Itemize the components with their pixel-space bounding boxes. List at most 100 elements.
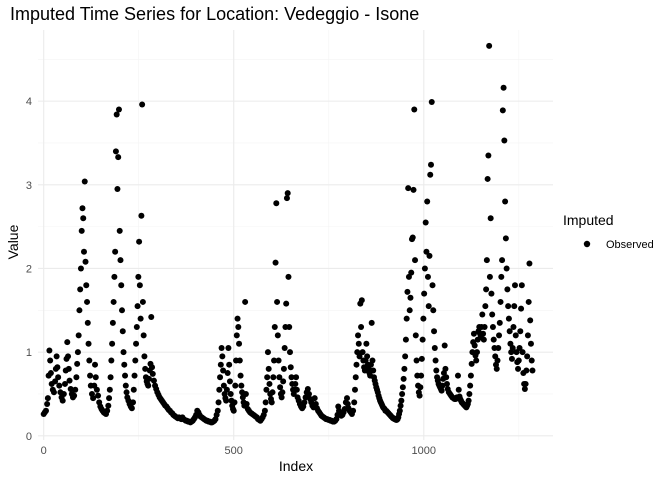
data-point: [521, 385, 528, 392]
legend-label-observed: Observed: [606, 239, 654, 251]
data-point: [82, 258, 89, 265]
data-point: [145, 375, 152, 382]
data-point: [493, 365, 500, 372]
data-point: [230, 407, 237, 414]
data-point: [428, 98, 435, 105]
data-point: [226, 378, 233, 385]
data-point: [274, 332, 281, 339]
data-point: [422, 219, 429, 226]
data-point: [80, 215, 87, 222]
data-point: [116, 227, 123, 234]
data-point: [113, 111, 120, 118]
data-point: [54, 364, 61, 371]
data-point: [489, 311, 496, 318]
data-point: [355, 332, 362, 339]
data-point: [487, 215, 494, 222]
data-point: [123, 389, 130, 396]
data-point: [518, 305, 525, 312]
data-point: [397, 402, 404, 409]
data-point: [467, 382, 474, 389]
data-point: [486, 273, 493, 280]
data-point: [93, 386, 100, 393]
data-point: [510, 324, 517, 331]
data-point: [496, 319, 503, 326]
data-point: [266, 380, 273, 387]
data-point: [399, 390, 406, 397]
y-tick-label: 0: [26, 431, 32, 443]
data-point: [242, 298, 249, 305]
data-point: [86, 357, 93, 364]
data-point: [47, 357, 54, 364]
data-point: [75, 332, 82, 339]
data-point: [84, 298, 91, 305]
data-point: [471, 342, 478, 349]
data-point: [278, 394, 285, 401]
data-point: [225, 344, 232, 351]
data-point: [281, 344, 288, 351]
data-point: [283, 300, 290, 307]
data-point: [304, 385, 311, 392]
data-point: [136, 238, 143, 245]
data-point: [65, 353, 72, 360]
data-point: [431, 328, 438, 335]
y-tick-label: 4: [26, 96, 32, 108]
data-point: [406, 307, 413, 314]
data-point: [271, 324, 278, 331]
data-point: [363, 340, 370, 347]
data-point: [481, 324, 488, 331]
data-point: [111, 273, 118, 280]
data-point: [130, 399, 137, 406]
data-point: [433, 367, 440, 374]
data-point: [130, 386, 137, 393]
data-point: [77, 265, 84, 272]
data-point: [242, 390, 249, 397]
data-point: [508, 355, 515, 362]
data-point: [44, 401, 51, 408]
data-point: [355, 340, 362, 347]
data-point: [92, 361, 99, 368]
data-point: [236, 357, 243, 364]
data-point: [44, 395, 51, 402]
data-point: [78, 227, 85, 234]
data-point: [496, 332, 503, 339]
data-point: [275, 357, 282, 364]
data-point: [423, 248, 430, 255]
data-point: [85, 340, 92, 347]
grid: [38, 30, 553, 440]
data-point: [413, 357, 420, 364]
x-tick-label: 0: [41, 445, 47, 457]
data-point: [428, 161, 434, 168]
data-point: [369, 357, 376, 364]
x-tick-label: 500: [225, 445, 243, 457]
data-point: [424, 198, 431, 205]
data-point: [485, 152, 492, 159]
legend: Imputed Observed: [563, 212, 654, 251]
data-point: [110, 298, 117, 305]
data-point: [524, 332, 531, 339]
data-point: [272, 259, 279, 266]
data-point: [344, 395, 350, 402]
data-point: [426, 252, 433, 259]
data-point: [59, 397, 66, 404]
data-point: [280, 365, 287, 372]
data-point: [232, 382, 239, 389]
data-point: [119, 307, 125, 314]
data-point: [134, 303, 141, 310]
data-point: [292, 380, 299, 387]
data-point: [286, 324, 293, 331]
data-point: [368, 319, 375, 326]
data-point: [293, 374, 300, 381]
data-point: [233, 332, 240, 339]
data-point: [502, 198, 509, 205]
data-point: [358, 324, 365, 331]
data-point: [431, 344, 438, 351]
data-point: [351, 386, 358, 393]
data-point: [73, 374, 80, 381]
data-point: [488, 290, 495, 297]
data-point: [402, 353, 409, 360]
data-point: [56, 382, 63, 389]
data-point: [490, 336, 497, 343]
data-point: [505, 303, 512, 310]
data-point: [220, 367, 227, 374]
